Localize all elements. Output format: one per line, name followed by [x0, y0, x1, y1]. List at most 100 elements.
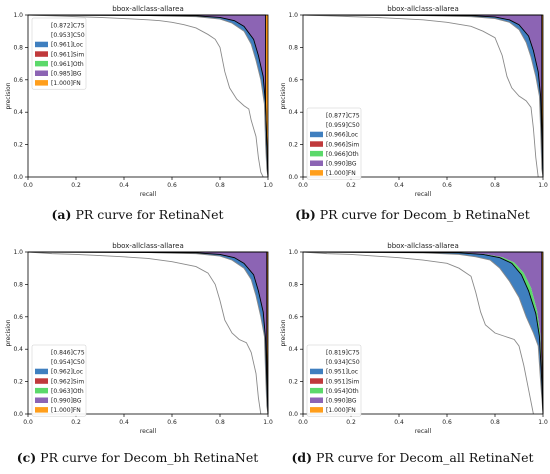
curve-c50: [27, 251, 269, 415]
chart-title: bbox-allclass-allarea: [387, 242, 459, 250]
legend-swatch-oth: [310, 150, 323, 157]
legend-swatch-c50: [310, 122, 323, 128]
legend-label-fn: [1.000]FN: [326, 170, 356, 177]
legend-label-oth: [0.961]Oth: [51, 61, 84, 68]
legend-swatch-oth: [35, 387, 48, 394]
legend-label-loc: [0.961]Loc: [51, 42, 83, 49]
y-tick-label: 0.2: [13, 142, 23, 149]
legend-swatch-c50: [35, 359, 48, 365]
x-tick-label: 0.0: [298, 419, 308, 426]
legend-swatch-c75: [310, 112, 323, 118]
x-tick-label: 0.8: [490, 419, 500, 426]
pr-chart-b: 0.0 0.2 0.4 0.6 0.8 1.0 0.0 0.2 0.4 0.6 0.8 1.0 bbox…: [280, 5, 548, 198]
caption-text-c: PR curve for Decom_bh RetinaNet: [40, 450, 259, 465]
x-tick-label: 0.4: [119, 419, 129, 426]
y-tick-label: 0.6: [13, 314, 23, 321]
curve-c50: [302, 251, 544, 415]
y-tick-label: 0.6: [288, 77, 298, 84]
legend-label-loc: [0.962]Loc: [51, 369, 83, 376]
y-tick-label: 0.0: [288, 174, 298, 181]
x-tick-label: 1.0: [263, 182, 273, 189]
panel-a: 0.0 0.2 0.4 0.6 0.8 1.0 0.0 0.2 0.4 0.6 0.8 1.0 bbox…: [0, 0, 275, 237]
chart-title: bbox-allclass-allarea: [387, 5, 459, 13]
chart-title: bbox-allclass-allarea: [112, 5, 184, 13]
legend-swatch-loc: [310, 368, 323, 375]
legend-label-c75: [0.872]C75: [51, 23, 85, 30]
y-tick-label: 0.8: [288, 281, 298, 288]
legend-swatch-oth: [35, 60, 48, 67]
curve-c50: [27, 14, 269, 178]
y-axis-label: precision: [280, 319, 287, 346]
area-oth: [303, 252, 543, 414]
legend-label-c75: [0.846]C75: [51, 350, 85, 357]
curve-c75: [27, 14, 264, 178]
curve-c75: [27, 251, 262, 415]
caption-text-b: PR curve for Decom_b RetinaNet: [319, 207, 530, 222]
x-tick-label: 0.4: [394, 182, 404, 189]
plot-frame: [302, 251, 544, 415]
y-tick-label: 0.2: [13, 379, 23, 386]
y-tick-label: 0.0: [13, 411, 23, 418]
x-axis-label: recall: [140, 191, 157, 198]
legend-swatch-sim: [310, 141, 323, 147]
panel-d: 0.0 0.2 0.4 0.6 0.8 1.0 0.0 0.2 0.4 0.6 0.8 1.0 bbox…: [275, 237, 550, 474]
legend-swatch-c75: [35, 349, 48, 355]
y-tick-label: 0.8: [13, 44, 23, 51]
plot-frame: [302, 14, 544, 178]
curve-c50: [302, 14, 544, 178]
caption-d: (d) PR curve for Decom_all RetinaNet: [275, 450, 550, 465]
caption-label-b: (b): [295, 207, 316, 222]
legend-swatch-loc: [35, 41, 48, 48]
legend-label-bg: [0.990]BG: [51, 398, 82, 405]
x-tick-label: 0.2: [346, 419, 356, 426]
plot-frame: [27, 14, 269, 178]
caption-c: (c) PR curve for Decom_bh RetinaNet: [0, 450, 275, 465]
y-tick-label: 0.0: [13, 174, 23, 181]
legend-label-c50: [0.953]C50: [51, 32, 85, 39]
curve-loc: [27, 251, 269, 415]
y-tick-label: 0.4: [288, 346, 298, 353]
legend-label-c50: [0.954]C50: [51, 359, 85, 366]
legend-swatch-sim: [35, 51, 48, 57]
x-tick-label: 0.8: [490, 182, 500, 189]
caption-text-d: PR curve for Decom_all RetinaNet: [316, 450, 534, 465]
y-tick-label: 0.4: [13, 346, 23, 353]
caption-label-d: (d): [291, 450, 313, 465]
x-tick-label: 0.0: [298, 182, 308, 189]
legend-label-loc: [0.951]Loc: [326, 369, 358, 376]
legend-swatch-bg: [35, 397, 48, 403]
legend-label-c50: [0.934]C50: [326, 359, 360, 366]
y-tick-label: 0.6: [288, 314, 298, 321]
y-axis-label: precision: [280, 82, 287, 109]
legend-swatch-c50: [310, 359, 323, 365]
legend-swatch-fn: [35, 407, 48, 413]
curve-c75: [302, 14, 539, 178]
legend-swatch-bg: [35, 70, 48, 76]
x-tick-label: 0.8: [215, 182, 225, 189]
y-tick-label: 0.2: [288, 379, 298, 386]
legend-label-fn: [1.000]FN: [51, 80, 81, 87]
y-tick-label: 1.0: [288, 249, 298, 256]
x-tick-label: 0.2: [71, 419, 81, 426]
y-tick-label: 1.0: [13, 249, 23, 256]
chart-title: bbox-allclass-allarea: [112, 242, 184, 250]
x-tick-label: 0.0: [23, 419, 33, 426]
legend-label-bg: [0.985]BG: [51, 71, 82, 78]
legend-label-loc: [0.966]Loc: [326, 132, 358, 139]
x-tick-label: 0.4: [119, 182, 129, 189]
legend-swatch-loc: [310, 131, 323, 138]
pr-chart-d: 0.0 0.2 0.4 0.6 0.8 1.0 0.0 0.2 0.4 0.6 0.8 1.0 bbox…: [280, 242, 548, 435]
x-axis-label: recall: [415, 191, 432, 198]
x-tick-label: 0.2: [346, 182, 356, 189]
legend-label-c75: [0.877]C75: [326, 113, 360, 120]
x-tick-label: 0.6: [442, 419, 452, 426]
x-tick-label: 0.8: [215, 419, 225, 426]
legend-swatch-sim: [35, 378, 48, 384]
pr-chart-a: 0.0 0.2 0.4 0.6 0.8 1.0 0.0 0.2 0.4 0.6 0.8 1.0 bbox…: [5, 5, 273, 198]
x-tick-label: 0.4: [394, 419, 404, 426]
legend-label-sim: [0.962]Sim: [51, 378, 84, 385]
y-tick-label: 0.2: [288, 142, 298, 149]
x-axis-label: recall: [415, 428, 432, 435]
x-tick-label: 1.0: [263, 419, 273, 426]
legend-label-fn: [1.000]FN: [51, 407, 81, 414]
